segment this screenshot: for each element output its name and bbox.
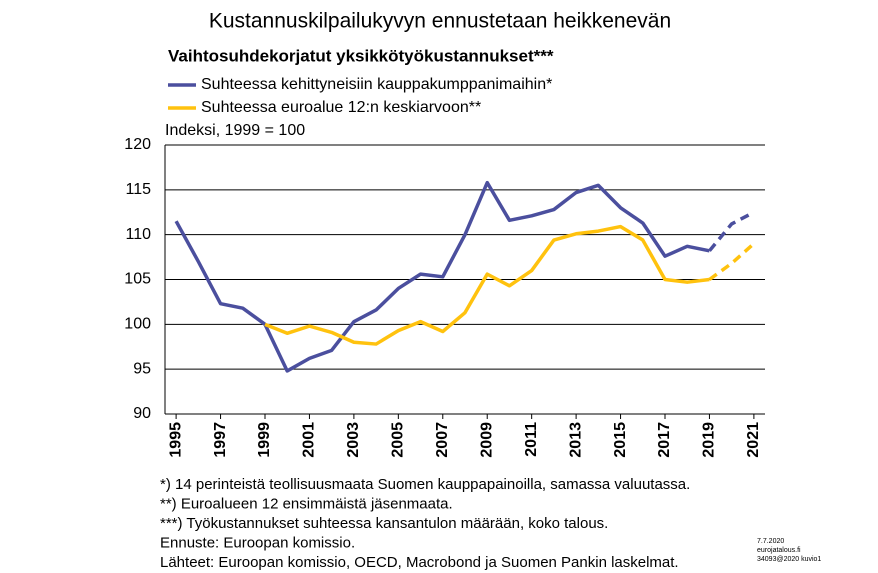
legend-label: Suhteessa kehittyneisiin kauppakumppanim…: [201, 76, 552, 93]
x-tick-label: 2011: [523, 422, 540, 457]
x-tick-label: 2007: [434, 422, 451, 458]
x-tick-label: 2015: [612, 422, 629, 458]
y-tick-label: 120: [124, 136, 151, 153]
footnote: ***) Työkustannukset suhteessa kansantul…: [160, 515, 608, 532]
corner-note: 7.7.2020: [757, 538, 784, 545]
x-tick-label: 2017: [656, 422, 673, 458]
x-tick-label: 2009: [478, 422, 495, 458]
corner-note: eurojatalous.fi: [757, 547, 801, 554]
x-tick-label: 1999: [256, 422, 273, 458]
corner-note: 34093@2020 kuvio1: [757, 556, 821, 563]
y-tick-label: 110: [125, 226, 151, 243]
x-tick-label: 2005: [390, 422, 407, 458]
footnote: Ennuste: Euroopan komissio.: [160, 534, 355, 551]
footnote: *) 14 perinteistä teollisuusmaata Suomen…: [160, 476, 690, 493]
y-tick-label: 100: [124, 316, 151, 333]
y-tick-label: 115: [125, 181, 151, 198]
footnote: **) Euroalueen 12 ensimmäistä jäsenmaata…: [160, 495, 453, 512]
chart-title: Kustannuskilpailukyvyn ennustetaan heikk…: [209, 10, 671, 33]
x-tick-label: 2003: [345, 422, 362, 458]
x-tick-label: 2021: [745, 422, 762, 458]
y-tick-label: 90: [133, 405, 151, 422]
x-tick-label: 2019: [701, 422, 718, 458]
footnote: Lähteet: Euroopan komissio, OECD, Macrob…: [160, 554, 679, 571]
y-tick-label: 105: [124, 271, 151, 288]
chart-subtitle: Vaihtosuhdekorjatut yksikkötyökustannuks…: [168, 46, 554, 65]
series-line: [174, 180, 710, 373]
x-tick-label: 1997: [212, 422, 229, 458]
legend-label: Suhteessa euroalue 12:n keskiarvoon**: [201, 99, 481, 116]
y-tick-label: 95: [133, 360, 151, 377]
x-tick-label: 2013: [567, 422, 584, 458]
forecast-line: [708, 242, 756, 281]
x-tick-label: 1995: [167, 422, 184, 458]
forecast-line: [708, 210, 755, 252]
y-axis-label: Indeksi, 1999 = 100: [165, 122, 305, 139]
series-line: [264, 224, 710, 346]
x-tick-label: 2001: [301, 422, 318, 458]
